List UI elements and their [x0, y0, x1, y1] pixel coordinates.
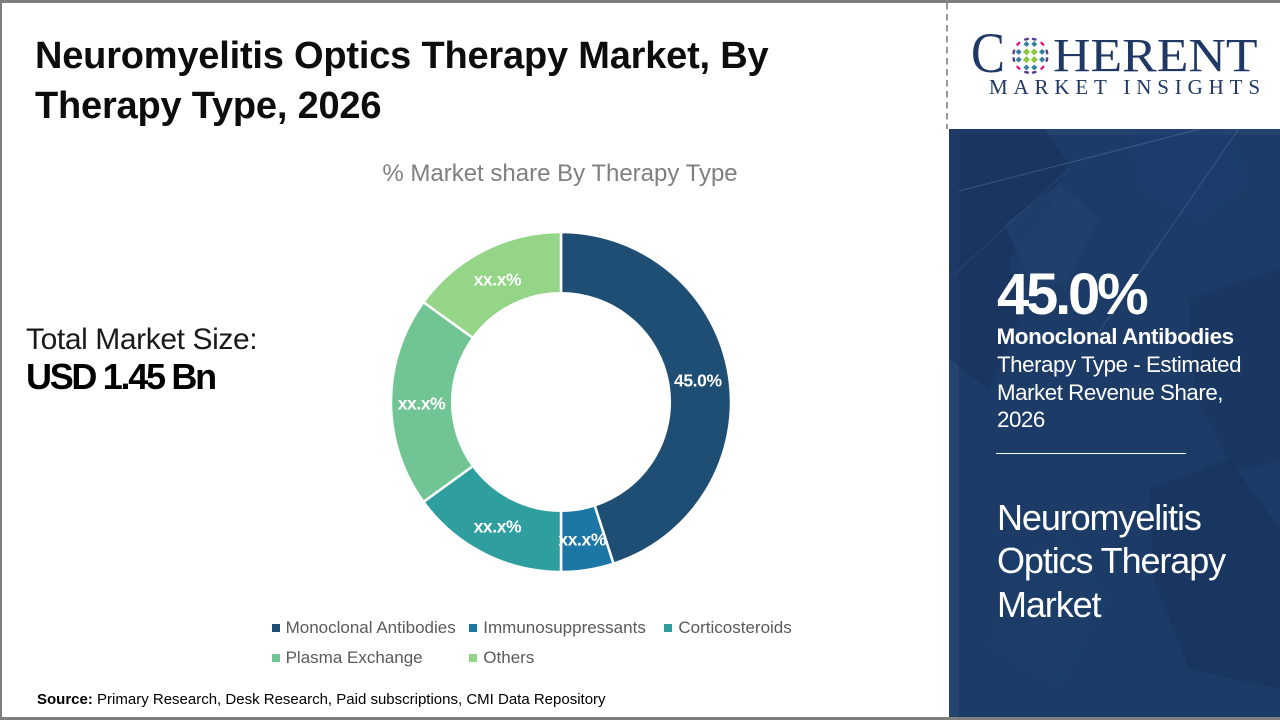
svg-text:C: C [971, 22, 1005, 85]
svg-text:MARKET INSIGHTS: MARKET INSIGHTS [989, 75, 1260, 99]
svg-text:HERENT: HERENT [1053, 30, 1258, 83]
